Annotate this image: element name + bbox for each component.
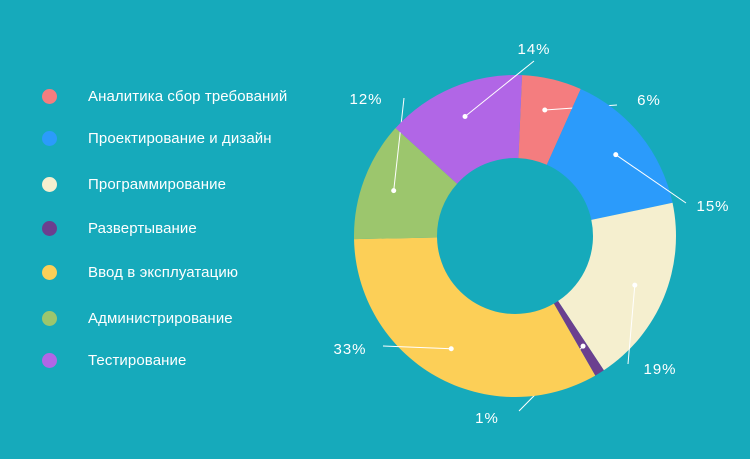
legend-dot-icon — [42, 130, 57, 146]
legend-label: Администрирование — [88, 309, 233, 327]
leader-line — [627, 285, 636, 365]
slice-value-label: 19% — [643, 361, 676, 378]
legend-label: Тестирование — [88, 351, 187, 369]
legend-label: Проектирование и дизайн — [88, 129, 272, 147]
legend-item-analytics: Аналитика сбор требований — [40, 84, 287, 108]
legend-dot-icon — [42, 264, 57, 280]
slice-value-label: 1% — [475, 410, 499, 427]
leader-dot — [462, 114, 468, 120]
legend-dot-icon — [42, 88, 57, 104]
legend-item-commissioning: Ввод в эксплуатацию — [40, 260, 238, 284]
legend-dot-icon — [42, 352, 57, 368]
slice-value-label: 33% — [333, 341, 366, 358]
leader-line — [382, 345, 452, 350]
legend-label: Развертывание — [88, 219, 197, 237]
donut-slice — [558, 202, 676, 371]
leader-dot — [448, 346, 454, 352]
leader-line — [615, 154, 687, 204]
donut-slice — [546, 89, 673, 220]
legend-item-design: Проектирование и дизайн — [40, 126, 272, 150]
slice-value-label: 14% — [517, 41, 550, 58]
leader-dot — [391, 188, 397, 194]
leader-dot — [632, 282, 638, 288]
leader-dot — [580, 343, 586, 349]
leader-line — [393, 97, 405, 191]
donut-slice — [518, 75, 581, 165]
legend-dot-icon — [42, 220, 57, 236]
slice-value-label: 12% — [349, 91, 382, 108]
legend-dot-icon — [42, 176, 57, 192]
donut-slice — [395, 75, 523, 184]
donut-slice — [354, 237, 596, 398]
legend-label: Ввод в эксплуатацию — [88, 263, 239, 281]
legend-item-administration: Администрирование — [40, 306, 233, 330]
slice-value-label: 15% — [696, 198, 729, 215]
donut-slice — [353, 128, 458, 240]
legend-item-testing: Тестирование — [40, 348, 186, 372]
leader-dot — [542, 107, 548, 113]
leader-dot — [613, 152, 619, 158]
legend-item-programming: Программирование — [40, 172, 226, 196]
legend-dot-icon — [42, 310, 57, 326]
legend-label: Аналитика сбор требований — [88, 87, 288, 105]
slice-value-label: 6% — [637, 92, 661, 109]
legend-item-deployment: Развертывание — [40, 216, 197, 240]
legend-label: Программирование — [88, 175, 227, 193]
donut-slice — [553, 301, 604, 376]
leader-line — [464, 60, 535, 117]
